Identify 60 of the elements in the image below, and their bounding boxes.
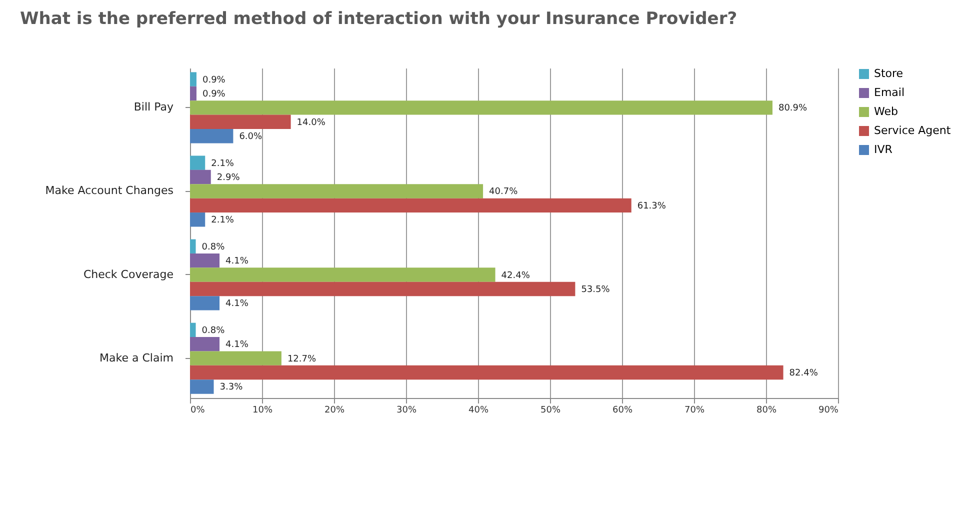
bar bbox=[190, 322, 196, 338]
data-label: 2.9% bbox=[216, 173, 240, 184]
bar bbox=[190, 380, 214, 394]
bar bbox=[190, 212, 206, 227]
y-tick-label: Bill Pay bbox=[134, 100, 174, 114]
x-tick-label: 60% bbox=[612, 406, 633, 416]
data-label: 6.0% bbox=[239, 132, 263, 142]
data-label: 0.9% bbox=[202, 75, 226, 86]
legend-label: Service Agent bbox=[874, 124, 952, 137]
bar bbox=[190, 100, 772, 115]
legend-label: Email bbox=[874, 86, 905, 99]
legend-label: IVR bbox=[874, 143, 893, 156]
bar bbox=[190, 156, 206, 170]
legend-label: Web bbox=[874, 105, 898, 118]
data-label: 2.1% bbox=[211, 158, 234, 169]
y-tick-label: Make a Claim bbox=[100, 351, 174, 364]
legend-label: Store bbox=[874, 67, 904, 80]
bar bbox=[190, 365, 784, 380]
data-label: 12.7% bbox=[287, 354, 316, 364]
bar bbox=[190, 170, 211, 184]
data-label: 82.4% bbox=[789, 368, 818, 379]
data-label: 53.5% bbox=[581, 284, 610, 295]
chart-title: What is the preferred method of interaction with your Insurance Provider? bbox=[20, 9, 738, 29]
y-tick-label: Make Account Changes bbox=[45, 184, 174, 198]
bar bbox=[190, 337, 220, 352]
data-label: 80.9% bbox=[778, 104, 808, 114]
x-tick-label: 70% bbox=[684, 406, 705, 416]
data-label: 4.1% bbox=[226, 340, 249, 350]
data-label: 0.8% bbox=[202, 242, 226, 252]
bar bbox=[190, 86, 196, 101]
bar bbox=[190, 72, 196, 86]
x-tick-label: 20% bbox=[324, 406, 345, 416]
data-label: 0.8% bbox=[202, 326, 226, 336]
y-tick-label: Check Coverage bbox=[83, 268, 174, 281]
bar bbox=[190, 253, 220, 268]
data-label: 61.3% bbox=[637, 201, 666, 212]
x-tick-label: 0% bbox=[190, 406, 206, 416]
data-label: 0.9% bbox=[202, 89, 226, 100]
bar bbox=[190, 114, 291, 129]
x-tick-label: 10% bbox=[252, 406, 273, 416]
data-label: 2.1% bbox=[211, 216, 234, 226]
bar bbox=[190, 282, 576, 296]
bar bbox=[190, 198, 632, 213]
x-tick-label: 40% bbox=[468, 406, 489, 416]
bar bbox=[190, 239, 196, 254]
data-label: 3.3% bbox=[220, 382, 244, 393]
bar bbox=[190, 184, 484, 198]
data-label: 4.1% bbox=[226, 256, 249, 267]
x-tick-label: 80% bbox=[756, 406, 777, 416]
bar bbox=[190, 268, 496, 282]
x-tick-label: 50% bbox=[540, 406, 561, 416]
bar bbox=[190, 351, 282, 366]
data-label: 14.0% bbox=[296, 118, 326, 128]
data-label: 40.7% bbox=[489, 187, 518, 198]
x-tick-label: 90% bbox=[818, 406, 839, 416]
bar bbox=[190, 296, 220, 310]
data-label: 4.1% bbox=[226, 299, 249, 310]
data-label: 42.4% bbox=[501, 270, 530, 281]
x-tick-label: 30% bbox=[396, 406, 417, 416]
bar bbox=[190, 128, 234, 144]
